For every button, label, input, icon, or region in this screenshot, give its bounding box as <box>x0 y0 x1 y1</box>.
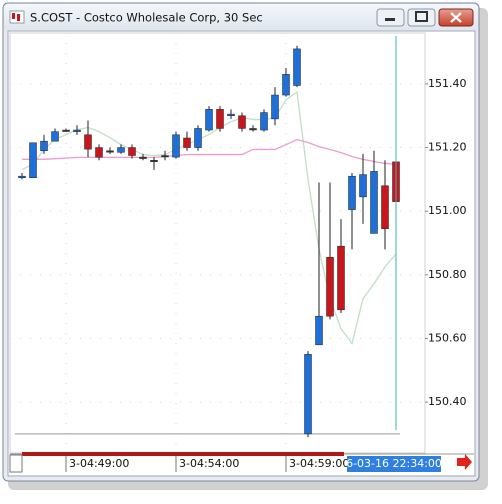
plot: 150.40 150.60 150.80 151.00 151.20 151.40 3-04… <box>10 33 467 472</box>
candle-body <box>260 112 268 131</box>
minimize-button[interactable] <box>376 8 405 27</box>
candle-body <box>304 354 312 435</box>
close-button[interactable] <box>438 8 474 27</box>
candle-body <box>337 245 345 311</box>
window-icon <box>9 10 25 24</box>
x-tick-label: 3-04:54:00 <box>179 457 239 470</box>
candle-body <box>205 109 213 131</box>
candle-body <box>216 109 224 129</box>
y-tick-label: 150.60 <box>428 331 467 344</box>
x-tick-label: 3-04:49:00 <box>69 457 129 470</box>
y-tick-label: 151.20 <box>428 141 467 154</box>
candle-body <box>271 94 279 120</box>
indicator-line <box>22 138 397 166</box>
candle-body <box>194 128 202 148</box>
candle-body <box>238 115 246 129</box>
candle-body <box>84 134 92 150</box>
window-title: S.COST - Costco Wholesale Corp, 30 Sec <box>30 11 263 25</box>
candle-body <box>293 48 301 86</box>
candle-body <box>381 185 389 229</box>
candle-body <box>117 147 125 153</box>
candle-body <box>172 134 180 158</box>
y-tick-label: 150.40 <box>428 395 467 408</box>
candle-body <box>73 129 81 132</box>
y-tick-label: 150.80 <box>428 268 467 281</box>
candle-body <box>326 257 334 317</box>
candle-body <box>128 147 136 156</box>
candle-body <box>95 147 103 158</box>
y-tick-label: 151.00 <box>428 204 467 217</box>
candle-body <box>150 160 158 163</box>
candle-body <box>51 131 59 142</box>
title-bar <box>4 4 478 30</box>
candle-body <box>359 174 367 198</box>
candle-body <box>370 171 378 234</box>
candle-body <box>249 128 257 131</box>
candle-body <box>62 129 70 132</box>
scroll-arrow[interactable] <box>457 454 472 470</box>
maximize-button[interactable] <box>407 8 436 27</box>
candle-body <box>29 142 37 179</box>
candle-body <box>40 140 48 151</box>
candle-body <box>282 74 290 96</box>
candle-body <box>227 113 235 116</box>
x-tick-label: 3-04:59:00 <box>289 457 349 470</box>
candle-body <box>348 175 356 210</box>
candle-body <box>183 137 191 148</box>
cursor-label: 6-03-16 22:34:00 <box>346 457 442 470</box>
candle-body <box>161 155 169 158</box>
plot-area <box>9 32 426 454</box>
scroll-bar[interactable] <box>22 452 344 456</box>
candle-body <box>139 156 147 159</box>
scroll-box[interactable] <box>9 454 23 473</box>
candle-body <box>315 315 323 346</box>
cursor-label-box <box>347 456 441 472</box>
y-tick-label: 151.40 <box>428 77 467 90</box>
candle-body <box>18 175 26 179</box>
candle-body <box>106 150 114 153</box>
